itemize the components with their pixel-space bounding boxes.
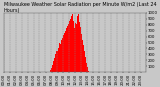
Bar: [72, 14, 73, 72]
Bar: [54, 58, 55, 72]
Bar: [82, 40, 83, 72]
Bar: [73, 21, 74, 72]
Bar: [68, 24, 69, 72]
Bar: [63, 35, 64, 72]
Bar: [58, 48, 59, 72]
Bar: [67, 26, 68, 72]
Bar: [50, 70, 51, 72]
Bar: [76, 24, 77, 72]
Bar: [78, 14, 79, 72]
Bar: [51, 68, 52, 72]
Bar: [69, 21, 70, 72]
Bar: [52, 65, 53, 72]
Bar: [79, 22, 80, 72]
Bar: [86, 63, 87, 72]
Bar: [56, 51, 57, 72]
Bar: [77, 16, 78, 72]
Text: Milwaukee Weather Solar Radiation per Minute W/m2 (Last 24 Hours): Milwaukee Weather Solar Radiation per Mi…: [4, 2, 156, 13]
Bar: [66, 28, 67, 72]
Bar: [75, 23, 76, 72]
Bar: [85, 57, 86, 72]
Bar: [65, 31, 66, 72]
Bar: [84, 54, 85, 72]
Bar: [70, 19, 71, 72]
Bar: [53, 62, 54, 72]
Bar: [71, 16, 72, 72]
Bar: [61, 40, 62, 72]
Bar: [55, 54, 56, 72]
Bar: [74, 28, 75, 72]
Bar: [81, 34, 82, 72]
Bar: [57, 51, 58, 72]
Bar: [62, 38, 63, 72]
Bar: [83, 46, 84, 72]
Bar: [80, 27, 81, 72]
Bar: [59, 43, 60, 72]
Bar: [64, 33, 65, 72]
Bar: [87, 67, 88, 72]
Bar: [60, 44, 61, 72]
Bar: [88, 71, 89, 72]
